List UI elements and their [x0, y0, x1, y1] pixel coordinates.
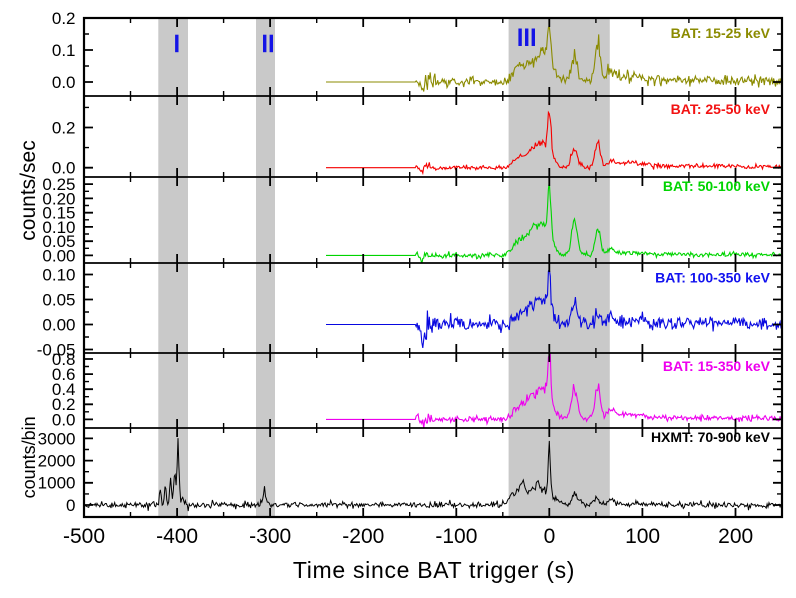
svg-text:-500: -500 — [63, 525, 105, 548]
svg-text:HXMT: 70-900 keV: HXMT: 70-900 keV — [651, 429, 771, 445]
svg-text:0.15: 0.15 — [42, 204, 75, 223]
svg-text:BAT: 15-25 keV: BAT: 15-25 keV — [671, 25, 771, 41]
svg-text:Time since BAT trigger (s): Time since BAT trigger (s) — [293, 557, 575, 583]
svg-text:0: 0 — [544, 525, 556, 548]
svg-text:0.0: 0.0 — [52, 159, 76, 178]
svg-text:0.2: 0.2 — [52, 9, 76, 28]
svg-text:0.05: 0.05 — [42, 290, 75, 309]
svg-text:BAT: 100-350 keV: BAT: 100-350 keV — [655, 270, 771, 286]
svg-text:0.10: 0.10 — [42, 265, 75, 284]
svg-text:-0.05: -0.05 — [37, 340, 76, 359]
svg-text:0.00: 0.00 — [42, 246, 75, 265]
svg-text:-400: -400 — [156, 525, 198, 548]
svg-text:0.0: 0.0 — [52, 410, 76, 429]
svg-text:3000: 3000 — [38, 429, 76, 448]
svg-text:0.20: 0.20 — [42, 189, 75, 208]
svg-text:0.1: 0.1 — [52, 41, 76, 60]
svg-text:100: 100 — [625, 525, 660, 548]
svg-text:0.25: 0.25 — [42, 175, 75, 194]
svg-text:BAT: 50-100 keV: BAT: 50-100 keV — [663, 178, 771, 194]
svg-text:0.4: 0.4 — [52, 380, 76, 399]
svg-text:1000: 1000 — [38, 474, 76, 493]
svg-text:BAT: 25-50 keV: BAT: 25-50 keV — [671, 101, 771, 117]
svg-text:0.00: 0.00 — [42, 315, 75, 334]
svg-text:-300: -300 — [249, 525, 291, 548]
svg-text:-100: -100 — [435, 525, 477, 548]
svg-text:0.05: 0.05 — [42, 232, 75, 251]
svg-text:BAT: 15-350 keV: BAT: 15-350 keV — [663, 358, 771, 374]
svg-text:0.2: 0.2 — [52, 395, 76, 414]
svg-text:0: 0 — [66, 496, 75, 515]
svg-text:counts/sec: counts/sec — [17, 140, 40, 240]
svg-text:-200: -200 — [342, 525, 384, 548]
svg-text:0.6: 0.6 — [52, 365, 76, 384]
svg-text:counts/bin: counts/bin — [19, 416, 39, 498]
svg-text:0.8: 0.8 — [52, 350, 76, 369]
svg-text:0.2: 0.2 — [52, 118, 76, 137]
svg-text:2000: 2000 — [38, 452, 76, 471]
svg-text:200: 200 — [718, 525, 753, 548]
svg-text:0.10: 0.10 — [42, 218, 75, 237]
svg-text:0.0: 0.0 — [52, 73, 76, 92]
